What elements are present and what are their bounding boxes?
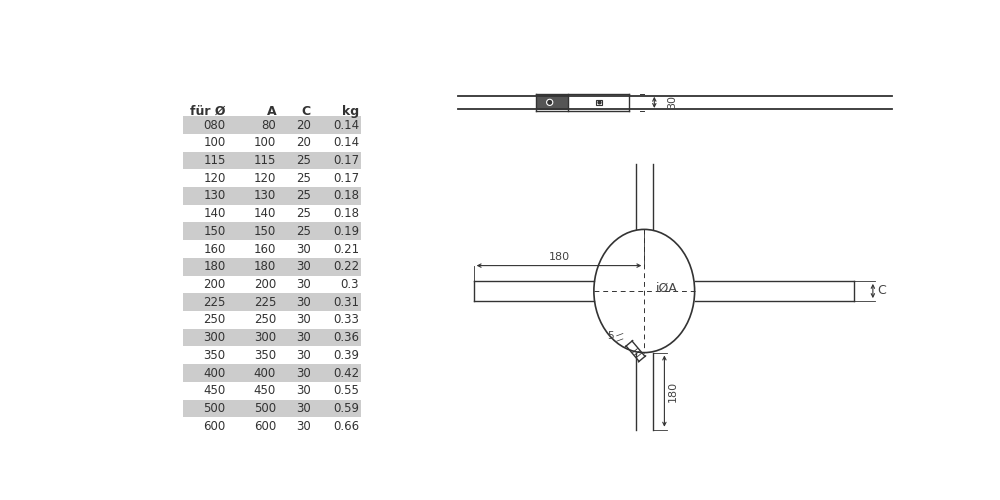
- Text: 30: 30: [296, 402, 311, 415]
- Text: 30: 30: [296, 296, 311, 308]
- Text: 140: 140: [254, 207, 276, 220]
- Text: 180: 180: [204, 260, 226, 273]
- Text: 130: 130: [204, 190, 226, 202]
- Bar: [537, 96, 567, 110]
- Text: 300: 300: [204, 331, 226, 344]
- Text: 180: 180: [668, 380, 678, 402]
- Bar: [183, 258, 361, 276]
- Text: 0.21: 0.21: [333, 242, 359, 256]
- Text: 250: 250: [254, 314, 276, 326]
- Text: 500: 500: [204, 402, 226, 415]
- Text: 350: 350: [204, 349, 226, 362]
- Text: 0.17: 0.17: [333, 154, 359, 167]
- Text: A: A: [266, 104, 276, 118]
- Text: 0.42: 0.42: [333, 366, 359, 380]
- Text: 450: 450: [254, 384, 276, 397]
- Bar: [183, 187, 361, 205]
- Text: 25: 25: [296, 225, 311, 238]
- Bar: [183, 328, 361, 346]
- Text: 30: 30: [296, 366, 311, 380]
- Text: 115: 115: [203, 154, 226, 167]
- Text: 180: 180: [254, 260, 276, 273]
- Text: 200: 200: [254, 278, 276, 291]
- Text: 20: 20: [296, 136, 311, 149]
- Text: 120: 120: [254, 172, 276, 184]
- Text: 600: 600: [204, 420, 226, 432]
- Text: 0.39: 0.39: [333, 349, 359, 362]
- Text: 0.66: 0.66: [333, 420, 359, 432]
- Ellipse shape: [547, 100, 553, 105]
- Text: 0.36: 0.36: [333, 331, 359, 344]
- Text: 600: 600: [254, 420, 276, 432]
- Text: 115: 115: [254, 154, 276, 167]
- Text: 30: 30: [296, 420, 311, 432]
- Text: 350: 350: [254, 349, 276, 362]
- Bar: [596, 100, 602, 105]
- Text: 30: 30: [296, 314, 311, 326]
- Bar: [183, 364, 361, 382]
- Text: 225: 225: [254, 296, 276, 308]
- Text: 30: 30: [296, 278, 311, 291]
- Text: 25: 25: [296, 207, 311, 220]
- Text: für Ø: für Ø: [190, 104, 226, 118]
- Text: 100: 100: [254, 136, 276, 149]
- Text: C: C: [878, 284, 886, 298]
- Text: 0.3: 0.3: [341, 278, 359, 291]
- Text: 0.14: 0.14: [333, 118, 359, 132]
- Text: 160: 160: [254, 242, 276, 256]
- Bar: [183, 222, 361, 240]
- Text: 080: 080: [204, 118, 226, 132]
- Text: 30: 30: [296, 331, 311, 344]
- Text: 100: 100: [204, 136, 226, 149]
- Text: 25: 25: [296, 172, 311, 184]
- Text: 30: 30: [296, 260, 311, 273]
- Text: 0.22: 0.22: [333, 260, 359, 273]
- Text: 140: 140: [203, 207, 226, 220]
- Text: 250: 250: [204, 314, 226, 326]
- Text: 80: 80: [261, 118, 276, 132]
- Text: 0.19: 0.19: [333, 225, 359, 238]
- Text: 300: 300: [254, 331, 276, 344]
- Text: 30: 30: [296, 384, 311, 397]
- Text: 150: 150: [204, 225, 226, 238]
- Text: iØA: iØA: [656, 282, 678, 294]
- Text: 400: 400: [254, 366, 276, 380]
- Text: 30: 30: [296, 242, 311, 256]
- Text: kg: kg: [342, 104, 359, 118]
- Text: 25: 25: [296, 190, 311, 202]
- Text: 0.18: 0.18: [333, 190, 359, 202]
- Bar: [183, 152, 361, 170]
- Bar: [183, 116, 361, 134]
- Text: 0.59: 0.59: [333, 402, 359, 415]
- Text: 0.31: 0.31: [333, 296, 359, 308]
- Text: 500: 500: [254, 402, 276, 415]
- Text: 5: 5: [607, 331, 614, 341]
- Text: 0.33: 0.33: [333, 314, 359, 326]
- Text: 200: 200: [204, 278, 226, 291]
- Text: 30: 30: [668, 96, 678, 110]
- Text: 225: 225: [203, 296, 226, 308]
- Text: 150: 150: [254, 225, 276, 238]
- Text: 120: 120: [203, 172, 226, 184]
- Text: 160: 160: [203, 242, 226, 256]
- Text: C: C: [302, 104, 311, 118]
- Text: 400: 400: [204, 366, 226, 380]
- Text: 130: 130: [254, 190, 276, 202]
- Text: 20: 20: [296, 118, 311, 132]
- Text: 25: 25: [296, 154, 311, 167]
- Text: 450: 450: [204, 384, 226, 397]
- Text: 0.17: 0.17: [333, 172, 359, 184]
- Bar: [183, 294, 361, 311]
- Text: 0.14: 0.14: [333, 136, 359, 149]
- Text: 0.18: 0.18: [333, 207, 359, 220]
- Text: 30: 30: [296, 349, 311, 362]
- Bar: [183, 400, 361, 417]
- Text: 180: 180: [548, 252, 570, 262]
- Text: 0.55: 0.55: [333, 384, 359, 397]
